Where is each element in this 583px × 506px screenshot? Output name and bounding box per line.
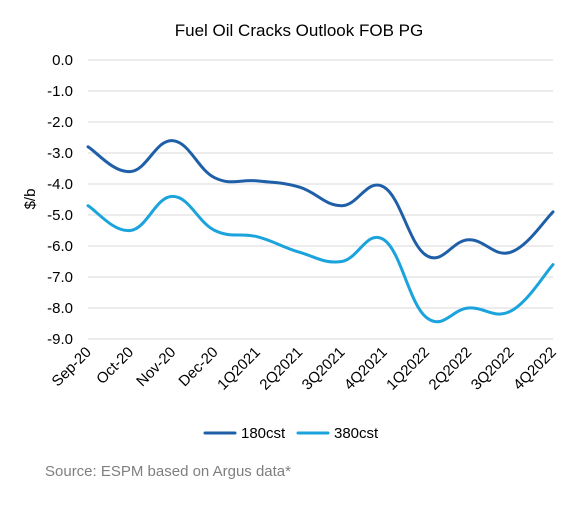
series-lines (86, 139, 555, 324)
x-tick-label: 4Q2021 (341, 344, 391, 394)
source-note: Source: ESPM based on Argus data* (45, 463, 291, 480)
y-axis-label: $/b (22, 189, 39, 210)
y-tick-label: -3.0 (47, 145, 73, 162)
y-tick-label: 0.0 (52, 52, 73, 69)
series-line-180cst (86, 139, 555, 260)
x-tick-label: Nov-20 (133, 344, 179, 390)
y-axis-ticks: 0.0 -1.0 -2.0 -3.0 -4.0 -5.0 -6.0 -7.0 -8.0 -9.0 (47, 52, 73, 348)
x-tick-label: 2Q2021 (256, 344, 306, 394)
y-tick-label: -7.0 (47, 269, 73, 286)
x-axis-ticks: Sep-20Oct-20Nov-20Dec-201Q20212Q20213Q20… (49, 344, 560, 394)
y-tick-label: -4.0 (47, 176, 73, 193)
y-tick-label: -2.0 (47, 114, 73, 131)
x-tick-label: 1Q2021 (214, 344, 264, 394)
chart-title: Fuel Oil Cracks Outlook FOB PG (175, 21, 423, 40)
x-tick-label: 4Q2022 (510, 344, 560, 394)
y-tick-label: -8.0 (47, 300, 73, 317)
x-tick-label: Sep-20 (49, 344, 95, 390)
y-tick-label: -5.0 (47, 207, 73, 224)
x-tick-label: 3Q2022 (468, 344, 518, 394)
y-tick-label: -1.0 (47, 83, 73, 100)
x-tick-label: 2Q2022 (426, 344, 476, 394)
y-tick-label: -9.0 (47, 331, 73, 348)
series-line-380cst (86, 194, 555, 324)
gridlines (88, 59, 553, 309)
x-tick-label: 1Q2022 (383, 344, 433, 394)
legend-label: 180cst (241, 425, 286, 442)
legend-label: 380cst (334, 425, 379, 442)
x-tick-label: Oct-20 (93, 344, 137, 388)
legend: 180cst 380cst (203, 425, 379, 442)
x-tick-label: 3Q2021 (299, 344, 349, 394)
y-tick-label: -6.0 (47, 238, 73, 255)
